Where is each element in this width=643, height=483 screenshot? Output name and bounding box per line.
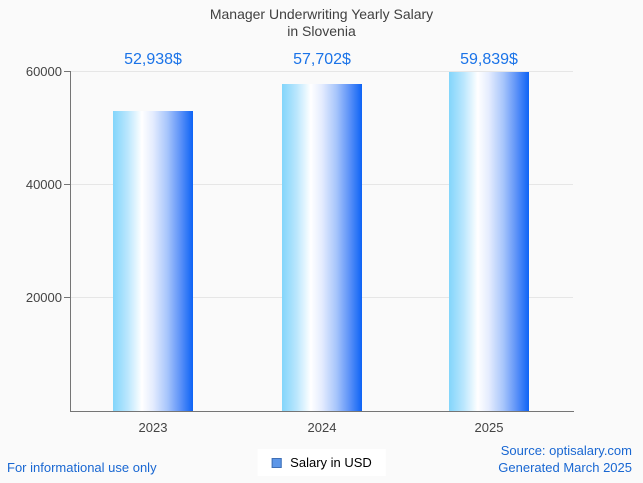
gridline-60000 xyxy=(70,71,573,72)
x-axis-label: 2023 xyxy=(138,420,168,435)
chart-title: Manager Underwriting Yearly Salary in Sl… xyxy=(0,6,643,40)
y-axis-label: 40000 xyxy=(25,177,62,192)
bar-value-label: 57,702$ xyxy=(293,51,351,68)
bar-2025 xyxy=(449,72,529,411)
legend: Salary in USD xyxy=(257,449,386,476)
y-axis-line xyxy=(70,71,71,411)
y-axis-label: 60000 xyxy=(25,64,62,79)
legend-swatch-icon xyxy=(271,457,282,468)
bar-2023 xyxy=(113,111,193,411)
source-link[interactable]: Source: optisalary.com xyxy=(500,443,632,458)
bar-2024 xyxy=(282,84,362,411)
bar-value-label: 52,938$ xyxy=(124,51,182,68)
bar-value-label: 59,839$ xyxy=(460,51,518,68)
y-tick-20000 xyxy=(64,297,70,298)
generated-text: Generated March 2025 xyxy=(498,460,632,475)
source-block: Source: optisalary.com Generated March 2… xyxy=(498,442,632,476)
legend-label: Salary in USD xyxy=(290,455,372,470)
x-axis-label: 2024 xyxy=(307,420,337,435)
x-axis-line xyxy=(70,411,574,412)
chart-title-line2: in Slovenia xyxy=(287,23,356,39)
y-tick-60000 xyxy=(64,71,70,72)
y-tick-40000 xyxy=(64,184,70,185)
disclaimer-text: For informational use only xyxy=(7,460,157,475)
x-axis-label: 2025 xyxy=(474,420,504,435)
chart-title-line1: Manager Underwriting Yearly Salary xyxy=(209,6,434,22)
y-axis-label: 20000 xyxy=(25,290,62,305)
